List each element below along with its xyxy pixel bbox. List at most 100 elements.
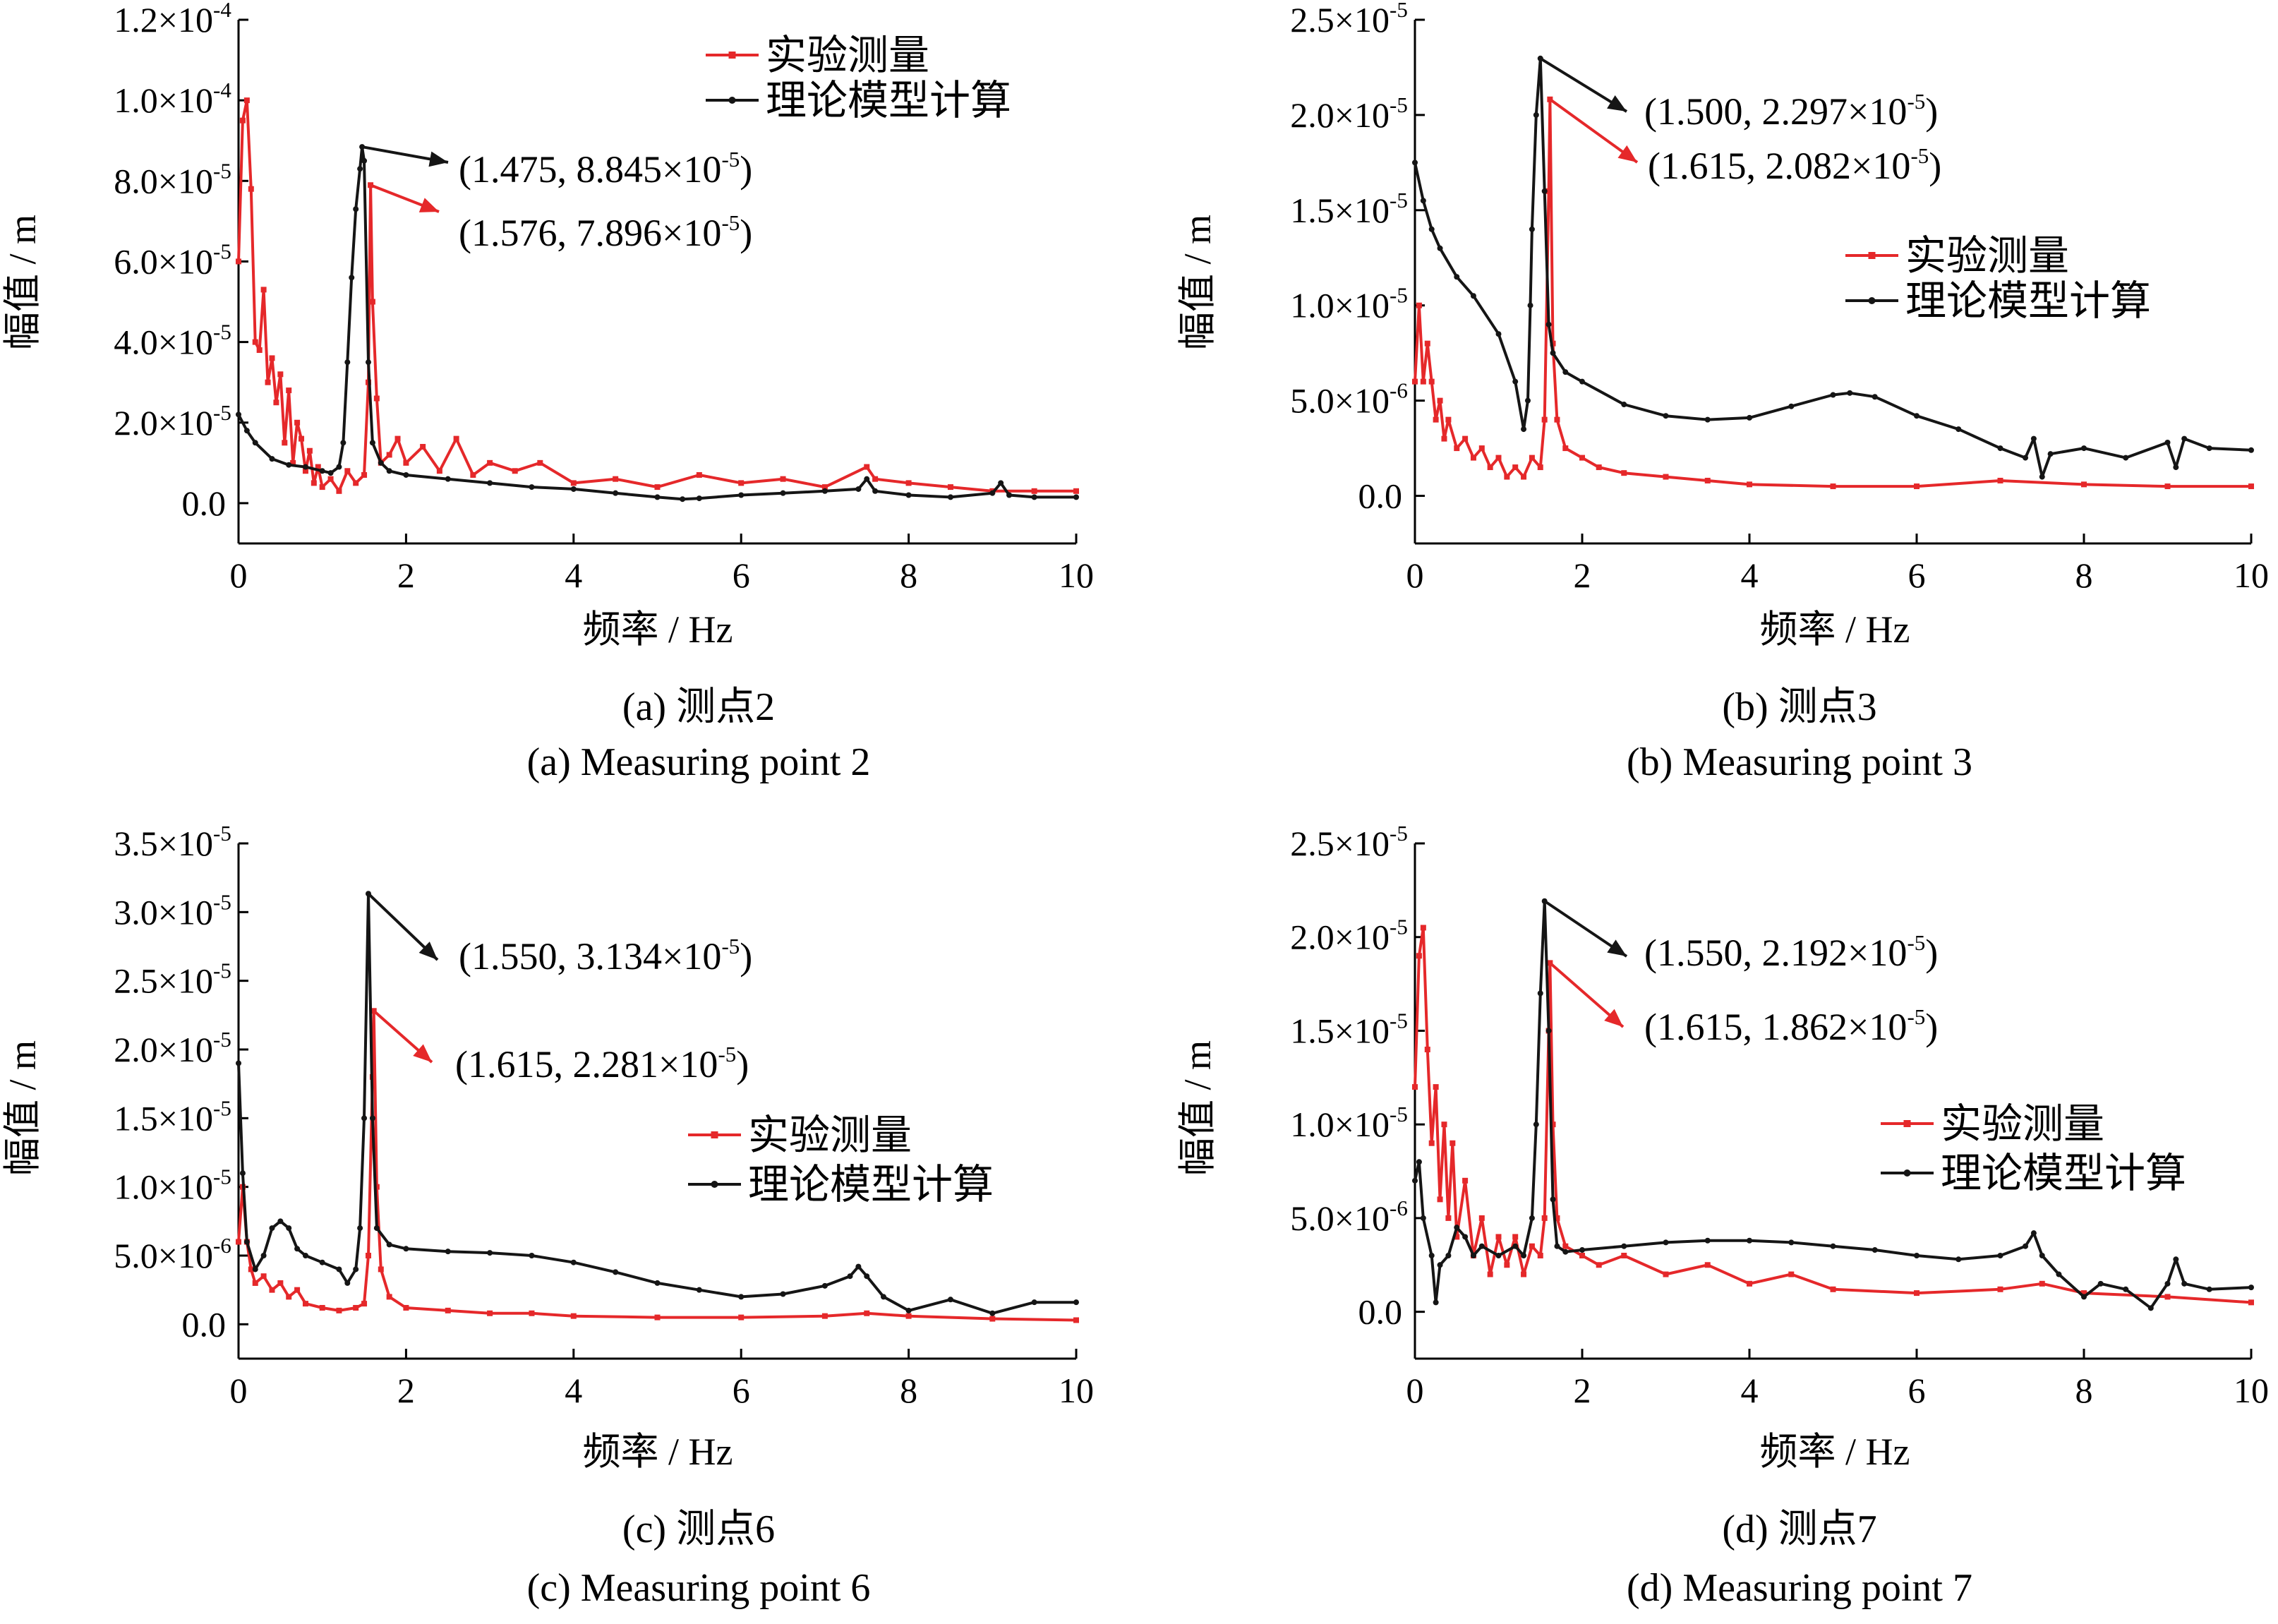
y-tick-label: 2.5×10 bbox=[1290, 0, 1390, 40]
data-point-theory bbox=[855, 1263, 862, 1270]
caption-cn: (d) 测点7 bbox=[1722, 1508, 1876, 1551]
data-point-theory bbox=[2164, 1280, 2171, 1287]
data-point-theory bbox=[2123, 1286, 2129, 1292]
caption-cn: (c) 测点6 bbox=[622, 1508, 775, 1551]
data-point-experiment bbox=[1478, 445, 1485, 452]
data-point-theory bbox=[613, 1269, 619, 1275]
data-point-theory bbox=[1073, 494, 1079, 500]
data-point-theory bbox=[349, 275, 355, 281]
data-point-experiment bbox=[361, 1301, 368, 1307]
data-point-theory bbox=[344, 359, 351, 366]
data-point-experiment bbox=[1433, 416, 1439, 423]
data-point-experiment bbox=[336, 1307, 342, 1313]
data-point-experiment bbox=[1663, 1271, 1669, 1277]
data-point-theory bbox=[445, 476, 451, 482]
data-point-experiment bbox=[1541, 416, 1548, 423]
data-point-theory bbox=[947, 1297, 953, 1303]
data-point-experiment bbox=[872, 476, 879, 482]
data-point-experiment bbox=[1562, 445, 1569, 452]
y-axis-label: 幅值 / m bbox=[1, 215, 44, 350]
data-point-theory bbox=[1470, 1253, 1476, 1258]
data-point-theory bbox=[2097, 1280, 2104, 1287]
data-point-theory bbox=[1529, 226, 1535, 232]
data-point-theory bbox=[319, 1259, 325, 1265]
x-tick-label: 6 bbox=[733, 1371, 750, 1410]
data-point-experiment bbox=[1747, 1280, 1752, 1287]
data-point-experiment bbox=[344, 468, 351, 474]
data-point-experiment bbox=[1495, 455, 1502, 461]
y-tick-exponent: -5 bbox=[1390, 1008, 1408, 1033]
data-point-theory bbox=[2248, 1285, 2254, 1291]
data-point-theory bbox=[1073, 1299, 1079, 1306]
data-point-experiment bbox=[252, 1280, 258, 1286]
data-point-theory bbox=[529, 1253, 535, 1258]
data-point-theory bbox=[1433, 1299, 1439, 1306]
data-point-experiment bbox=[306, 447, 313, 454]
data-point-experiment bbox=[373, 395, 380, 402]
annotation-arrowhead bbox=[418, 942, 438, 960]
y-tick-exponent: -5 bbox=[1390, 1102, 1408, 1126]
series-line-experiment bbox=[1414, 97, 2251, 488]
data-point-experiment bbox=[1487, 464, 1493, 471]
data-point-theory bbox=[2164, 439, 2171, 445]
data-point-experiment bbox=[1512, 1234, 1519, 1240]
legend-label: 实验测量 bbox=[748, 1112, 912, 1158]
y-tick-exponent: -5 bbox=[1390, 283, 1408, 308]
y-tick-exponent: -6 bbox=[213, 1233, 231, 1258]
annotation-label: (1.475, 8.845×10-5) bbox=[459, 147, 752, 191]
data-point-experiment bbox=[1454, 1234, 1460, 1240]
annotation-label: (1.615, 1.862×10-5) bbox=[1644, 1004, 1938, 1048]
x-tick-label: 2 bbox=[397, 555, 415, 595]
data-point-theory bbox=[336, 1266, 342, 1273]
data-point-theory bbox=[2056, 1271, 2062, 1277]
data-point-theory bbox=[403, 471, 409, 478]
data-point-theory bbox=[1478, 1243, 1485, 1249]
caption-en: (a) Measuring point 2 bbox=[527, 740, 871, 784]
data-point-experiment bbox=[613, 476, 619, 482]
data-point-theory bbox=[1512, 378, 1519, 385]
legend-marker-theory bbox=[728, 97, 736, 104]
data-point-experiment bbox=[2164, 1294, 2171, 1300]
data-point-theory bbox=[2173, 1256, 2179, 1263]
data-point-experiment bbox=[353, 1304, 359, 1311]
data-point-theory bbox=[340, 440, 346, 446]
caption-cn: (b) 测点3 bbox=[1722, 685, 1876, 729]
data-point-experiment bbox=[1495, 1234, 1502, 1240]
data-point-theory bbox=[1545, 321, 1552, 327]
data-point-theory bbox=[1533, 1121, 1539, 1128]
data-point-theory bbox=[1428, 1253, 1435, 1258]
data-point-theory bbox=[365, 359, 371, 366]
data-point-experiment bbox=[1554, 416, 1560, 423]
data-point-theory bbox=[369, 1115, 375, 1121]
data-point-experiment bbox=[2164, 483, 2171, 490]
y-tick-label: 3.0×10 bbox=[114, 892, 213, 932]
data-point-theory bbox=[239, 1170, 246, 1177]
y-tick-exponent: -4 bbox=[213, 78, 231, 102]
data-point-theory bbox=[1416, 1159, 1422, 1165]
data-point-experiment bbox=[1529, 455, 1535, 461]
y-tick-label: 1.0×10 bbox=[1290, 1105, 1390, 1144]
data-point-experiment bbox=[989, 1316, 996, 1322]
x-tick-label: 10 bbox=[2234, 555, 2269, 595]
y-tick-label: 5.0×10 bbox=[114, 1236, 213, 1275]
data-point-theory bbox=[2047, 451, 2054, 457]
legend-marker-experiment bbox=[1868, 252, 1876, 259]
data-point-theory bbox=[1412, 160, 1418, 166]
data-point-experiment bbox=[265, 379, 271, 385]
y-tick-label: 4.0×10 bbox=[114, 323, 213, 362]
data-point-experiment bbox=[1621, 470, 1627, 476]
y-tick-exponent: -5 bbox=[213, 158, 231, 183]
data-point-theory bbox=[344, 1280, 351, 1286]
data-point-experiment bbox=[1747, 481, 1752, 488]
y-tick-label: 2.0×10 bbox=[1290, 95, 1390, 135]
data-point-theory bbox=[2248, 447, 2254, 453]
data-point-theory bbox=[1872, 1247, 1878, 1253]
data-point-theory bbox=[1545, 1028, 1552, 1034]
data-point-experiment bbox=[1512, 464, 1519, 471]
legend-label: 理论模型计算 bbox=[1905, 278, 2151, 324]
data-point-experiment bbox=[277, 1280, 284, 1286]
chart-panel-d: 0 2 4 6 8 100.05.0×10 -61.0×10 -51.5×10 -52.0×10… bbox=[1176, 821, 2269, 1610]
data-point-theory bbox=[738, 492, 745, 498]
data-point-experiment bbox=[403, 459, 409, 466]
